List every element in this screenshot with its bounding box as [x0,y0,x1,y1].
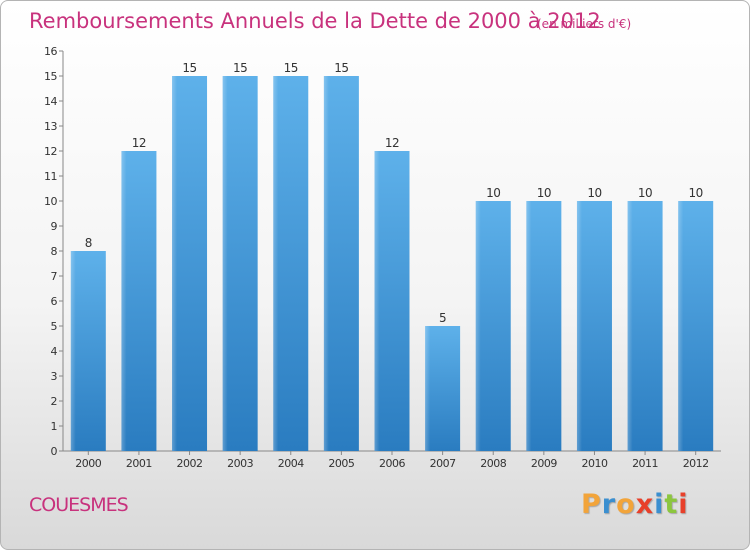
data-labels: 8 12 15 15 15 15 12 5 10 10 10 10 10 [85,61,704,325]
bar [475,201,511,451]
y-tick-label: 5 [51,320,58,333]
bar-value-label: 15 [182,61,196,75]
x-tick-label: 2004 [278,457,304,470]
bar-value-label: 10 [587,186,601,200]
chart-subtitle: (en milliers d'€) [537,17,632,31]
bar-value-label: 5 [439,311,446,325]
y-tick-label: 15 [44,70,57,83]
logo-letter: i [678,489,689,520]
y-tick-label: 16 [44,45,57,58]
bar [323,76,359,451]
bar-highlight [526,201,532,451]
logo-letter: x [635,489,655,520]
y-tick-label: 9 [51,220,58,233]
bar [627,201,663,451]
bar-highlight [222,76,228,451]
bar [172,76,208,451]
bar [678,201,714,451]
x-tick-label: 2006 [379,457,405,470]
bar [374,151,410,451]
bar-highlight [678,201,684,451]
x-tick-label: 2011 [632,457,658,470]
bar-value-label: 15 [334,61,348,75]
x-tick-label: 2007 [430,457,456,470]
bar [121,151,157,451]
logo-letter: P [581,489,602,520]
bar-highlight [172,76,178,451]
bar-highlight [627,201,633,451]
logo-letter: r [601,489,617,520]
chart-title: Remboursements Annuels de la Dette de 20… [29,9,601,33]
commune-name: COUESMES [29,494,129,516]
x-tick-label: 2010 [581,457,607,470]
bar [526,201,562,451]
bar-value-label: 10 [689,186,703,200]
y-tick-label: 10 [44,195,57,208]
bar-value-label: 12 [132,136,146,150]
x-tick-label: 2002 [177,457,203,470]
y-tick-label: 4 [51,345,58,358]
x-tick-label: 2008 [480,457,506,470]
bars [70,76,714,451]
y-tick-label: 13 [44,120,57,133]
bar [273,76,309,451]
bar-value-label: 10 [486,186,500,200]
bar-value-label: 10 [537,186,551,200]
y-tick-label: 0 [51,445,58,458]
y-tick-label: 6 [51,295,58,308]
bar-highlight [374,151,380,451]
x-tick-label: 2000 [75,457,101,470]
bar [70,251,106,451]
x-tick-label: 2005 [328,457,354,470]
y-tick-label: 7 [51,270,58,283]
bar [576,201,612,451]
x-tick-label: 2009 [531,457,557,470]
bar-value-label: 15 [233,61,247,75]
bar-value-label: 8 [85,236,92,250]
bar-highlight [475,201,481,451]
x-tick-label: 2001 [126,457,152,470]
y-tick-label: 11 [44,170,57,183]
y-tick-label: 1 [51,420,58,433]
bar [425,326,461,451]
x-tick-label: 2003 [227,457,253,470]
y-tick-label: 12 [44,145,57,158]
y-tick-label: 2 [51,395,58,408]
logo-letter: t [664,489,679,520]
logo-letter: o [616,489,636,520]
bar-highlight [425,326,431,451]
bar-highlight [576,201,582,451]
bar-value-label: 15 [284,61,298,75]
bar [222,76,258,451]
proxiti-logo: Proxiti [581,489,689,520]
bar-value-label: 12 [385,136,399,150]
bar-value-label: 10 [638,186,652,200]
bar-highlight [70,251,76,451]
bar-highlight [121,151,127,451]
y-tick-label: 14 [44,95,57,108]
x-tick-label: 2012 [683,457,709,470]
bar-highlight [323,76,329,451]
bar-highlight [273,76,279,451]
y-tick-label: 3 [51,370,58,383]
y-tick-label: 8 [51,245,58,258]
logo-letter: i [654,489,665,520]
